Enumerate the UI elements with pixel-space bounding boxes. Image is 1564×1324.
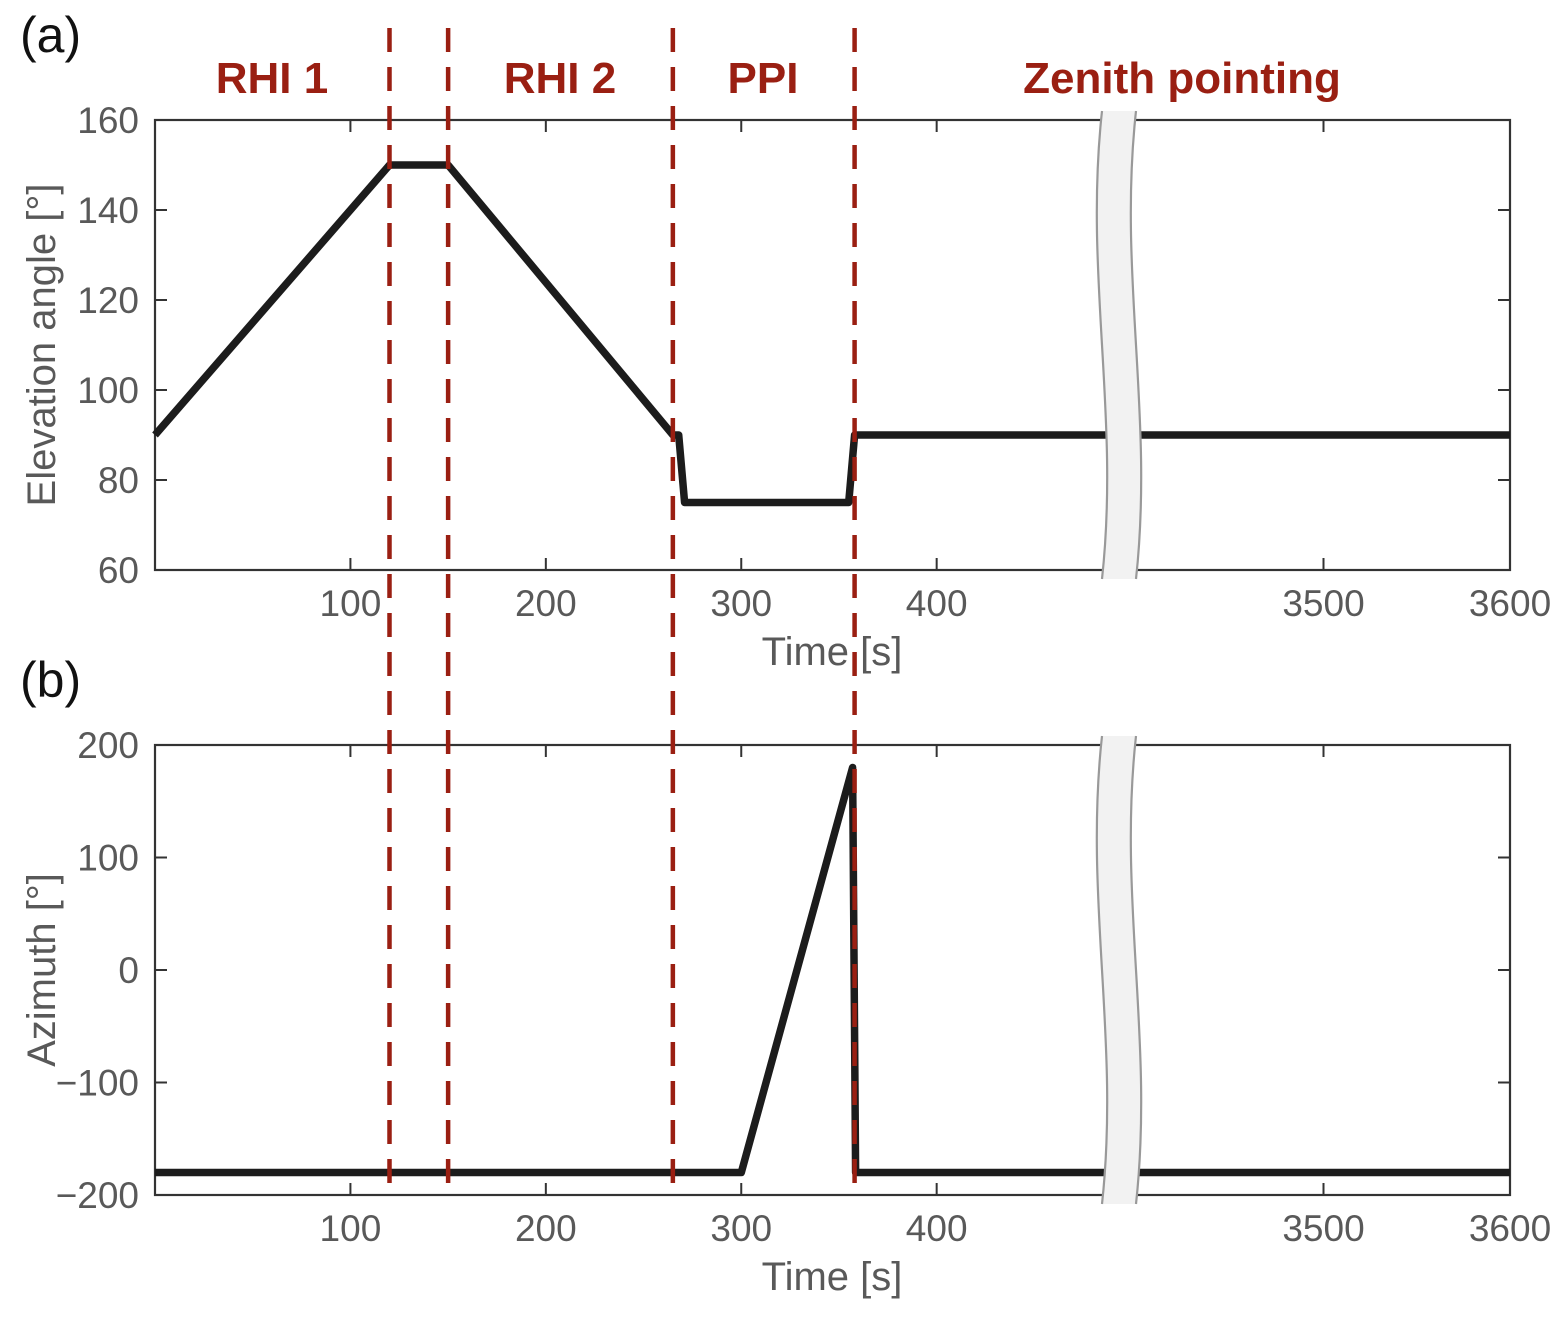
svg-text:0: 0 — [118, 950, 139, 991]
panel-a-y-axis-label: Elevation angle [°] — [20, 183, 64, 507]
svg-text:140: 140 — [77, 190, 139, 231]
svg-text:3500: 3500 — [1282, 583, 1364, 624]
panel-b-y-axis-label: Azimuth [°] — [20, 873, 64, 1067]
svg-text:120: 120 — [77, 280, 139, 321]
svg-text:300: 300 — [710, 583, 772, 624]
svg-text:160: 160 — [77, 100, 139, 141]
svg-text:100: 100 — [77, 370, 139, 411]
svg-text:3600: 3600 — [1469, 583, 1551, 624]
svg-text:100: 100 — [320, 1208, 382, 1249]
svg-text:3600: 3600 — [1469, 1208, 1551, 1249]
svg-text:200: 200 — [515, 583, 577, 624]
svg-text:−200: −200 — [56, 1175, 139, 1216]
panel-b-x-axis-label: Time [s] — [761, 1255, 903, 1299]
phase-label-rhi-2: RHI 2 — [503, 54, 617, 103]
svg-text:100: 100 — [77, 837, 139, 878]
svg-text:200: 200 — [77, 725, 139, 766]
svg-text:−100: −100 — [56, 1062, 139, 1103]
svg-text:400: 400 — [906, 583, 968, 624]
phase-label-rhi-1: RHI 1 — [215, 54, 329, 103]
svg-text:3500: 3500 — [1282, 1208, 1364, 1249]
svg-text:400: 400 — [906, 1208, 968, 1249]
svg-text:300: 300 — [710, 1208, 772, 1249]
phase-label-zenith-pointing: Zenith pointing — [1023, 54, 1341, 103]
phase-label-ppi: PPI — [727, 54, 799, 103]
svg-text:80: 80 — [98, 460, 139, 501]
svg-text:100: 100 — [320, 583, 382, 624]
panel-a-x-axis-label: Time [s] — [761, 630, 903, 674]
panel-b-letter: (b) — [20, 652, 82, 708]
panel-a-letter: (a) — [20, 7, 82, 63]
svg-text:60: 60 — [98, 550, 139, 591]
svg-text:200: 200 — [515, 1208, 577, 1249]
